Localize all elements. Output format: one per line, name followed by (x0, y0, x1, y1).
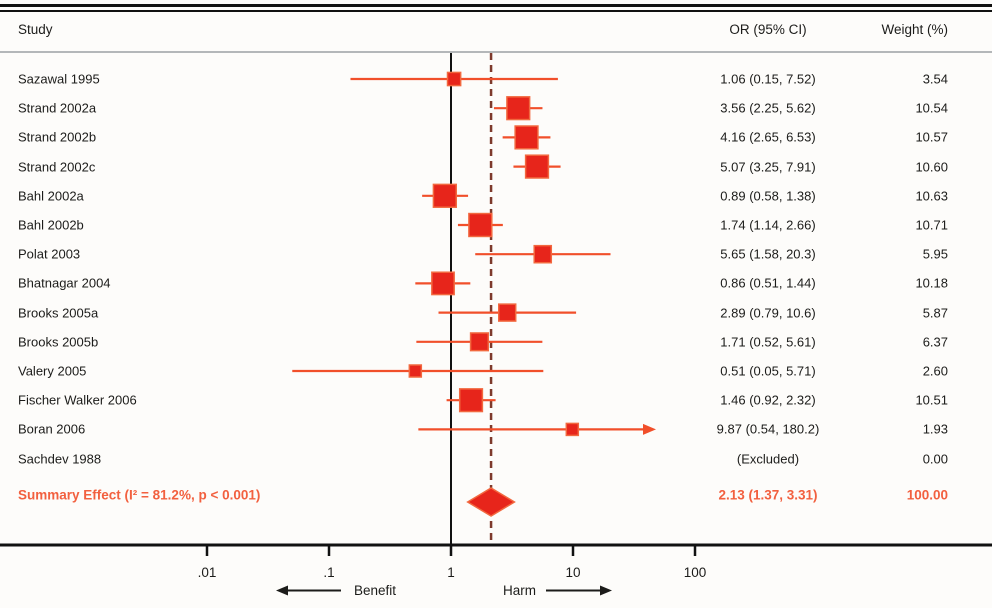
top-border-line-2 (0, 10, 992, 12)
or-ci-value: 0.51 (0.05, 5.71) (720, 363, 816, 379)
or-ci-value: 1.06 (0.15, 7.52) (720, 71, 816, 87)
harm-arrow-head (600, 585, 612, 596)
weight-value: 3.54 (922, 71, 948, 87)
x-axis-tick-label: .1 (323, 565, 334, 580)
effect-square (524, 154, 550, 179)
ci-overflow-arrow (643, 423, 656, 435)
effect-square (469, 332, 490, 352)
weight-value: 10.63 (915, 188, 948, 204)
or-ci-value: 1.74 (1.14, 2.66) (720, 217, 816, 233)
weight-value: 1.93 (922, 421, 948, 437)
or-ci-value: 5.65 (1.58, 20.3) (720, 246, 816, 262)
study-label: Strand 2002b (18, 129, 97, 145)
effect-square (565, 422, 580, 437)
summary-weight-value: 100.00 (906, 487, 948, 503)
x-axis-tick-label: 100 (684, 565, 707, 580)
weight-value: 10.71 (915, 217, 948, 233)
or-ci-value: 2.89 (0.79, 10.6) (720, 305, 816, 321)
study-label: Sachdev 1988 (18, 451, 102, 467)
study-label: Bahl 2002b (18, 217, 84, 233)
or-ci-value: 0.86 (0.51, 1.44) (720, 275, 816, 291)
effect-square (533, 244, 553, 264)
study-label: Brooks 2005a (18, 305, 99, 321)
or-ci-value: 1.71 (0.52, 5.61) (720, 334, 816, 350)
or-ci-value: 5.07 (3.25, 7.91) (720, 159, 816, 175)
summary-label: Summary Effect (I² = 81.2%, p < 0.001) (18, 487, 261, 503)
effect-square (458, 388, 484, 413)
study-label: Fischer Walker 2006 (18, 392, 137, 408)
study-label: Strand 2002a (18, 100, 97, 116)
weight-value: 10.51 (915, 392, 948, 408)
or-ci-value: 4.16 (2.65, 6.53) (720, 129, 816, 145)
study-label: Valery 2005 (18, 363, 87, 379)
or-ci-value: 9.87 (0.54, 180.2) (716, 421, 820, 437)
or-ci-value: 3.56 (2.25, 5.62) (720, 100, 816, 116)
study-label: Boran 2006 (18, 421, 86, 437)
weight-value: 10.18 (915, 275, 948, 291)
effect-square (514, 125, 539, 150)
weight-value: 10.60 (915, 159, 948, 175)
or-ci-value: (Excluded) (736, 451, 800, 467)
study-label: Bhatnagar 2004 (18, 275, 111, 291)
header-separator-line (0, 51, 992, 53)
x-axis-tick-label: 1 (447, 565, 455, 580)
or-ci-value: 0.89 (0.58, 1.38) (720, 188, 816, 204)
effect-square (446, 71, 462, 87)
column-header-weight: Weight (%) (881, 22, 948, 37)
weight-value: 0.00 (922, 451, 948, 467)
top-border-line (0, 4, 992, 7)
benefit-arrow-head (276, 585, 288, 596)
study-label: Brooks 2005b (18, 334, 99, 350)
study-label: Sazawal 1995 (18, 71, 100, 87)
summary-or-ci-value: 2.13 (1.37, 3.31) (718, 487, 818, 503)
effect-square (431, 271, 455, 296)
weight-value: 5.95 (922, 246, 948, 262)
weight-value: 10.54 (915, 100, 948, 116)
column-header-or-ci: OR (95% CI) (729, 22, 807, 37)
effect-square (506, 96, 531, 121)
weight-value: 2.60 (922, 363, 948, 379)
summary-diamond (466, 487, 516, 517)
column-header-study: Study (18, 22, 53, 37)
study-label: Bahl 2002a (18, 188, 84, 204)
study-label: Polat 2003 (18, 246, 81, 262)
x-axis-tick-label: 10 (565, 565, 580, 580)
study-label: Strand 2002c (18, 159, 96, 175)
weight-value: 5.87 (922, 305, 948, 321)
effect-square (468, 212, 493, 238)
weight-value: 6.37 (922, 334, 948, 350)
effect-square (497, 303, 517, 322)
benefit-label: Benefit (354, 583, 396, 598)
harm-label: Harm (503, 583, 536, 598)
x-axis-tick-label: .01 (198, 565, 217, 580)
weight-value: 10.57 (915, 129, 948, 145)
effect-square (408, 364, 423, 378)
effect-square (432, 183, 457, 208)
or-ci-value: 1.46 (0.92, 2.32) (720, 392, 816, 408)
